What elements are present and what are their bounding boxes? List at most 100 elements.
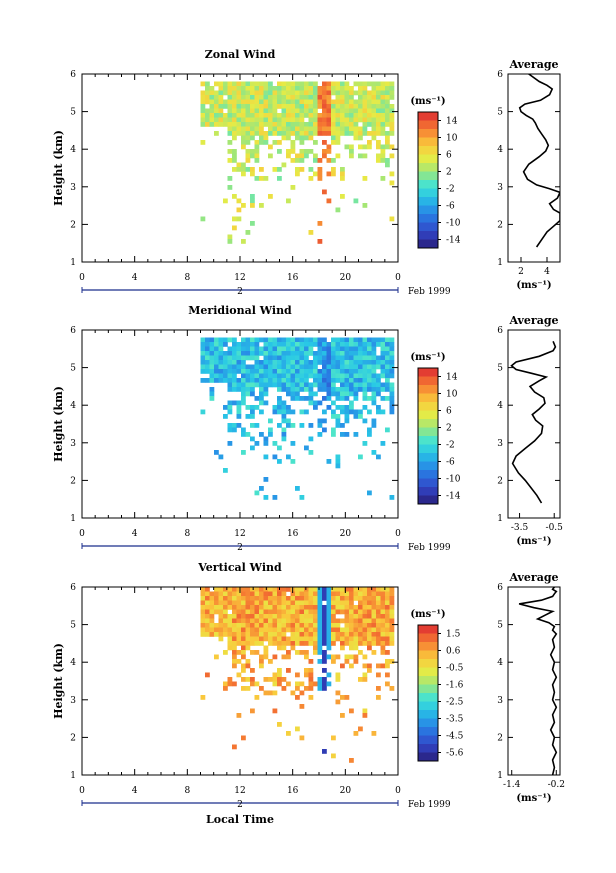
heatmap-cell [295,614,300,619]
heatmap-cell [313,614,318,619]
heatmap-cell [376,636,381,642]
heatmap-cell [223,337,228,343]
heatmap-cell [250,614,255,619]
heatmap-cell [344,409,350,415]
heatmap-cell [272,690,278,696]
heatmap-cell [362,117,368,123]
heatmap-cell [376,614,381,619]
heatmap-cell [277,122,282,127]
heatmap-cell [290,117,296,123]
heatmap-cell [362,396,368,401]
heatmap-cell [250,198,255,204]
heatmap-cell [286,650,291,655]
heatmap-cell [367,355,372,361]
heatmap-cell [308,117,314,123]
heatmap-cell [277,400,282,406]
heatmap-cell [254,117,260,123]
heatmap-cell [236,364,242,370]
heatmap-cell [371,387,377,392]
heatmap-cell [295,672,300,678]
heatmap-cell [223,609,228,615]
heatmap-cell [281,641,287,646]
colorbar-band [418,701,438,711]
heatmap-cell [340,627,345,633]
heatmap-cell [322,131,327,136]
heatmap-cell [304,104,309,109]
heatmap-cell [304,99,309,105]
heatmap-cell [376,596,381,601]
heatmap-cell [304,627,309,633]
heatmap-cell [304,373,309,379]
heatmap-cell [313,104,318,109]
heatmap-cell [281,614,287,619]
heatmap-cell [349,387,354,392]
heatmap-cell [254,369,260,374]
heatmap-cell [317,623,323,628]
heatmap-cell [335,632,341,637]
heatmap-cell [331,600,336,606]
heatmap-cell [344,90,350,96]
heatmap-cell [281,369,287,374]
heatmap-cell [317,632,323,637]
heatmap-cell [376,663,381,669]
heatmap-cell [367,337,372,343]
heatmap-cell [232,153,237,159]
heatmap-cell [326,596,332,601]
heatmap-cell [245,337,251,343]
heatmap-cell [308,387,314,392]
heatmap-cell [227,122,233,127]
heatmap-cell [376,695,381,700]
heatmap-cell [263,495,269,500]
colorbar-band [418,205,438,215]
heatmap-cell [358,414,363,419]
heatmap-cell [200,342,206,347]
heatmap-cell [200,596,206,601]
heatmap-cell [313,99,318,105]
heatmap-cell [376,382,381,388]
heatmap-cell [272,495,278,500]
heatmap-cell [367,609,372,615]
heatmap-cell [200,627,206,633]
heatmap-cell [331,140,336,145]
heatmap-cell [214,104,219,109]
y-tick-label: 5 [70,621,76,631]
heatmap-cell [335,360,341,365]
heatmap-cell [241,346,246,352]
heatmap-cell [290,86,296,91]
heatmap-cell [295,131,300,136]
heatmap-cell [295,382,300,388]
heatmap-cell [223,373,228,379]
heatmap-cell [380,609,386,615]
heatmap-cell [326,378,332,383]
heatmap-cell [263,441,269,446]
heatmap-cell [254,378,260,383]
heatmap-cell [227,364,233,370]
heatmap-cell [281,405,287,410]
heatmap-cell [358,591,363,597]
heatmap-cell [254,346,260,352]
heatmap-cell [367,490,372,496]
heatmap-cell [245,90,251,96]
heatmap-cell [259,108,264,114]
heatmap-cell [322,409,327,415]
heatmap-cell [272,95,278,100]
heatmap-cell [304,342,309,347]
heatmap-cell [227,99,233,105]
heatmap-cell [380,382,386,388]
heatmap-cell [299,650,305,655]
heatmap-cell [376,609,381,615]
heatmap-cell [389,153,395,159]
heatmap-cell [367,360,372,365]
heatmap-cell [245,587,251,592]
average-title: Average [508,314,558,327]
heatmap-cell [367,668,372,673]
heatmap-cell [223,468,228,473]
heatmap-cell [236,95,242,100]
heatmap-cell [200,409,206,415]
heatmap-cell [349,645,354,651]
heatmap-cell [340,131,345,136]
heatmap-cell [205,672,210,678]
heatmap-cell [250,636,255,642]
heatmap-cell [317,641,323,646]
heatmap-cell [371,369,377,374]
